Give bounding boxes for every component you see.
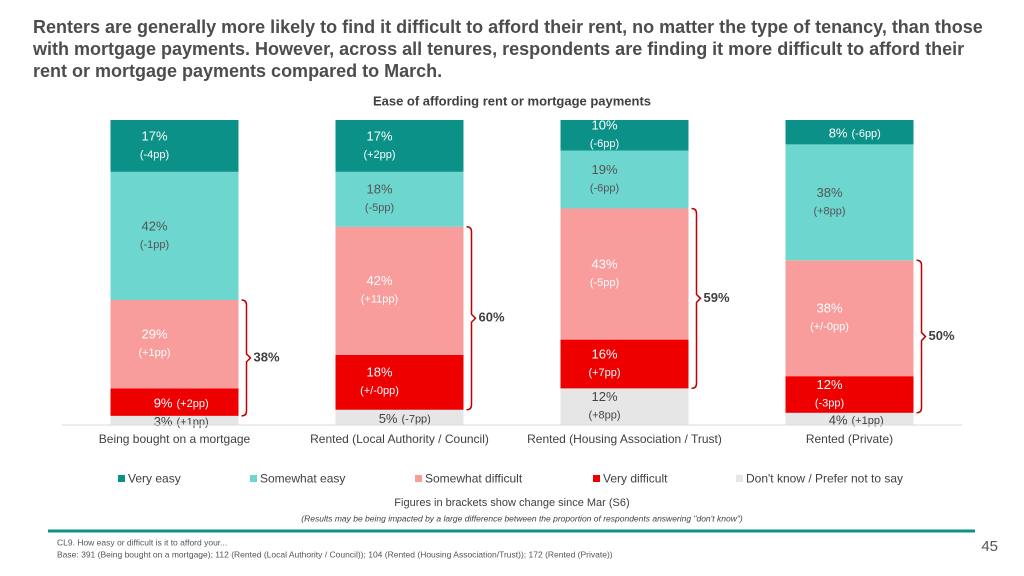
title-box: Renters are generally more likely to fin…: [33, 17, 983, 81]
bar-segment: [785, 120, 914, 145]
bracket-label: 60%: [479, 310, 505, 325]
x-tick-label: Rented (Housing Association / Trust): [527, 432, 722, 446]
change-label: (-1pp): [140, 239, 169, 251]
value-label: 43%: [591, 256, 617, 271]
change-label: (-5pp): [365, 202, 394, 214]
change-label: (+/-0pp): [360, 385, 399, 397]
value-label: 12%: [816, 377, 842, 392]
bar-segment: [110, 120, 239, 172]
legend-label: Very easy: [128, 472, 181, 486]
bracket-label: 59%: [704, 290, 730, 305]
value-label: 38%: [816, 185, 842, 200]
change-label: (+1pp): [177, 416, 209, 428]
legend-label: Very difficult: [603, 472, 668, 486]
bar-segment: [560, 150, 689, 209]
change-label: (-5pp): [590, 277, 619, 289]
legend-label: Don't know / Prefer not to say: [746, 472, 903, 486]
legend-swatch: [736, 475, 743, 482]
change-label: (+1pp): [852, 415, 884, 427]
footer-base: Base: 391 (Being bought on a mortgage); …: [57, 549, 613, 559]
change-label: (-6pp): [590, 182, 619, 194]
bar-segment: [560, 388, 689, 425]
bar-segment: [785, 260, 914, 377]
value-label: 42%: [366, 273, 392, 288]
bar-segment: [335, 409, 464, 425]
bar-segment: [335, 171, 464, 227]
change-label: (+11pp): [361, 294, 398, 306]
bar-segment: [335, 226, 464, 355]
bar-segment: [335, 120, 464, 172]
legend-swatch: [593, 475, 600, 482]
change-label: (+/-0pp): [810, 321, 849, 333]
value-label: 29%: [141, 327, 167, 342]
note: Figures in brackets show change since Ma…: [394, 497, 629, 509]
bar-segment: [785, 376, 914, 413]
bracket: [691, 207, 702, 390]
bracket-label: 50%: [929, 328, 955, 343]
bar-segment: [110, 299, 239, 389]
legend-label: Somewhat easy: [260, 472, 345, 486]
value-label: 9%: [154, 396, 173, 411]
bracket: [916, 259, 927, 414]
legend-swatch: [415, 475, 422, 482]
bar-segment: [560, 339, 689, 389]
value-label: 8%: [829, 126, 848, 141]
value-label: 38%: [816, 301, 842, 316]
chart-title: Ease of affording rent or mortgage payme…: [373, 93, 651, 108]
change-label: (-4pp): [140, 149, 169, 161]
value-label: 42%: [141, 218, 167, 233]
x-tick-label: Rented (Private): [806, 432, 893, 446]
value-label: 16%: [591, 346, 617, 361]
change-label: (+8pp): [588, 410, 620, 422]
change-label: (+8pp): [813, 205, 845, 217]
legend-label: Somewhat difficult: [425, 472, 523, 486]
bar-segment: [560, 208, 689, 340]
change-label: (-6pp): [852, 128, 881, 140]
change-label: (-7pp): [402, 413, 431, 425]
change-label: (-3pp): [815, 397, 844, 409]
change-label: (+2pp): [177, 398, 209, 410]
caveat: (Results may be being impacted by a larg…: [301, 513, 743, 523]
value-label: 17%: [366, 128, 392, 143]
bracket-label: 38%: [254, 349, 280, 364]
value-label: 18%: [366, 365, 392, 380]
legend-swatch: [118, 475, 125, 482]
legend-swatch: [250, 475, 257, 482]
footer-question: CL9. How easy or difficult is it to affo…: [57, 537, 227, 547]
change-label: (+7pp): [588, 367, 620, 379]
bar-segment: [110, 415, 239, 425]
slide-title: Renters are generally more likely to fin…: [33, 17, 983, 81]
value-label: 4%: [829, 412, 848, 427]
change-label: (+2pp): [363, 149, 395, 161]
value-label: 10%: [591, 118, 617, 133]
value-label: 17%: [141, 128, 167, 143]
x-tick-label: Rented (Local Authority / Council): [310, 432, 489, 446]
bracket: [241, 299, 252, 417]
page-number: 45: [981, 538, 998, 555]
bracket: [466, 226, 477, 411]
bar-segment: [785, 144, 914, 261]
change-label: (+1pp): [138, 347, 170, 359]
x-tick-label: Being bought on a mortgage: [99, 432, 251, 446]
bar-segment: [110, 171, 239, 300]
value-label: 12%: [591, 389, 617, 404]
value-label: 19%: [591, 162, 617, 177]
value-label: 3%: [154, 414, 173, 429]
bar-segment: [560, 120, 689, 151]
value-label: 18%: [366, 182, 392, 197]
value-label: 5%: [379, 411, 398, 426]
change-label: (-6pp): [590, 138, 619, 150]
bar-segment: [335, 354, 464, 410]
bar-segment: [110, 388, 239, 416]
bar-segment: [785, 412, 914, 425]
